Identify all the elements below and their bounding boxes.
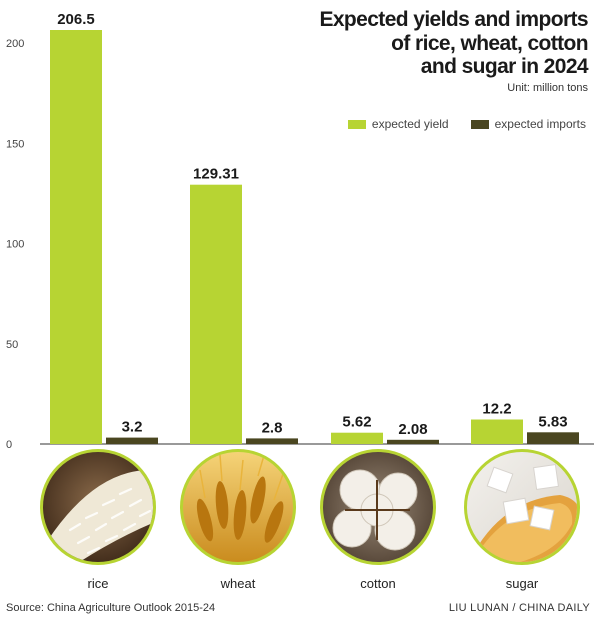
unit-label: Unit: million tons [507,81,588,94]
data-label-imports-sugar: 5.83 [538,413,567,430]
data-label-yield-rice: 206.5 [57,11,95,28]
y-tick-label: 0 [6,439,12,451]
data-label-imports-wheat: 2.8 [262,419,283,436]
rice-image [40,449,156,565]
credit-note: LIU LUNAN / CHINA DAILY [448,602,590,614]
category-label-rice: rice [88,576,109,591]
data-label-yield-cotton: 5.62 [342,414,371,431]
legend: expected yield expected imports [326,117,586,131]
legend-label-imports: expected imports [494,117,586,131]
y-tick-label: 200 [6,38,24,50]
category-label-cotton: cotton [360,576,395,591]
bar-imports-wheat [246,438,298,444]
y-tick-label: 150 [6,138,24,150]
data-label-yield-sugar: 12.2 [482,401,511,418]
category-label-sugar: sugar [506,576,539,591]
legend-item-imports: expected imports [470,117,586,131]
bar-yield-sugar [471,419,523,444]
category-label-wheat: wheat [220,576,256,591]
chart-title-line-2: of rice, wheat, cotton [391,31,588,55]
bar-yield-rice [50,30,102,444]
bar-imports-rice [106,437,158,444]
y-tick-label: 50 [6,339,18,351]
title-block: Expected yields and imports of rice, whe… [319,8,588,94]
legend-item-yield: expected yield [347,117,449,131]
legend-label-yield: expected yield [371,117,449,131]
bar-imports-sugar [527,432,579,444]
data-label-imports-cotton: 2.08 [398,421,427,438]
legend-swatch-imports [470,119,489,129]
legend-swatch-yield [347,119,366,129]
wheat-image [180,449,296,565]
y-tick-label: 100 [6,239,24,251]
bar-imports-cotton [387,439,439,444]
bar-yield-wheat [190,184,242,444]
data-label-imports-rice: 3.2 [122,419,143,436]
chart-title-line-1: Expected yields and imports [319,8,588,31]
cotton-image [320,449,436,565]
bar-yield-cotton [331,432,383,444]
sugar-image [464,449,580,565]
data-label-yield-wheat: 129.31 [193,166,239,183]
source-note: Source: China Agriculture Outlook 2015-2… [6,602,216,614]
chart-title-line-3: and sugar in 2024 [420,55,589,79]
